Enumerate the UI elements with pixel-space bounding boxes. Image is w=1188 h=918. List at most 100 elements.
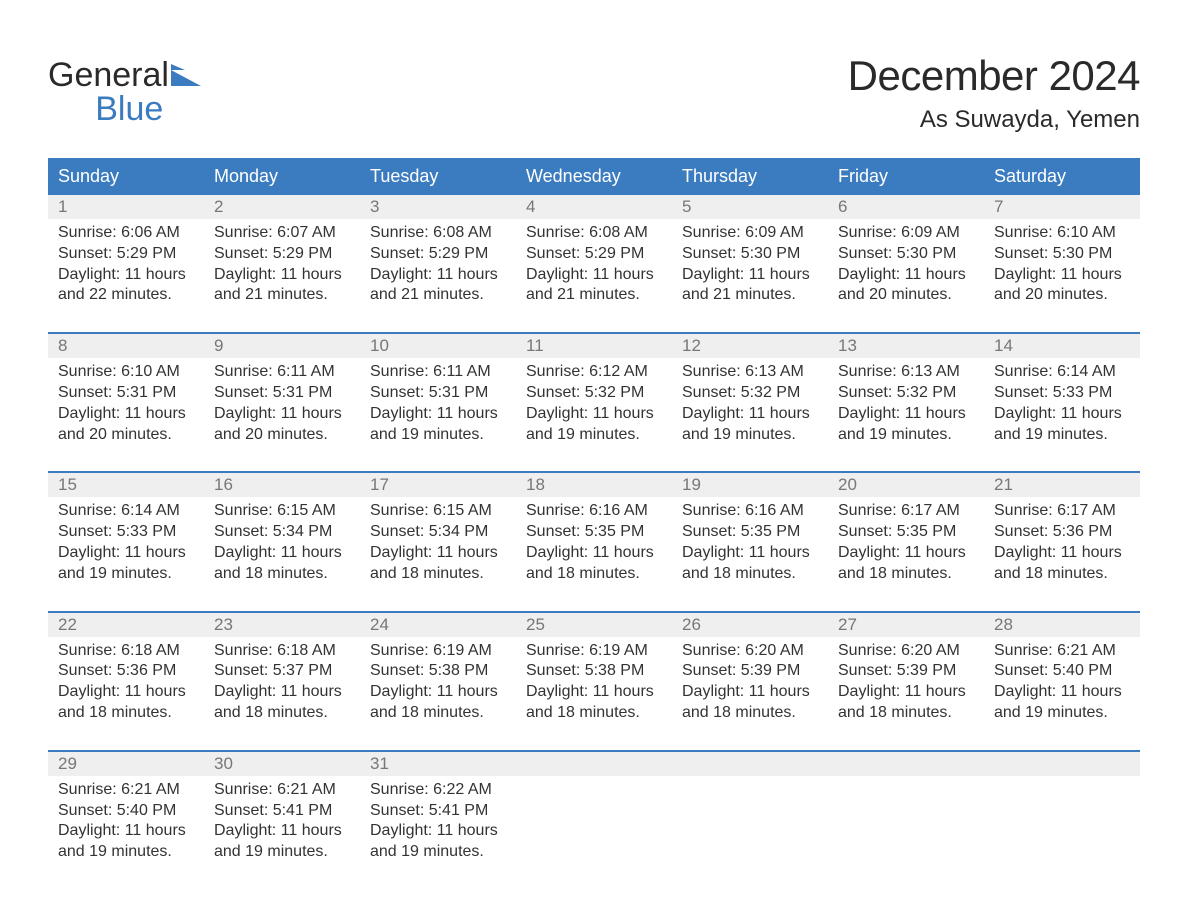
- daylight-text: Daylight: 11 hours: [58, 265, 194, 286]
- daylight-text2: and 18 minutes.: [526, 564, 662, 585]
- day-number-cell: 16: [204, 472, 360, 497]
- day-number-cell: 12: [672, 333, 828, 358]
- page-title: December 2024: [848, 52, 1140, 100]
- sunrise-text: Sunrise: 6:21 AM: [58, 780, 194, 801]
- day-header: Saturday: [984, 159, 1140, 194]
- daylight-text: Daylight: 11 hours: [370, 543, 506, 564]
- sunrise-text: Sunrise: 6:17 AM: [994, 501, 1130, 522]
- day-number-cell: 28: [984, 612, 1140, 637]
- day-number-cell: [516, 751, 672, 776]
- daylight-text2: and 21 minutes.: [526, 285, 662, 306]
- day-detail-cell: Sunrise: 6:13 AMSunset: 5:32 PMDaylight:…: [828, 358, 984, 472]
- day-detail-cell: [516, 776, 672, 889]
- daylight-text2: and 18 minutes.: [838, 564, 974, 585]
- daylight-text: Daylight: 11 hours: [214, 682, 350, 703]
- sunrise-text: Sunrise: 6:19 AM: [370, 641, 506, 662]
- day-detail-cell: [828, 776, 984, 889]
- day-detail-cell: Sunrise: 6:16 AMSunset: 5:35 PMDaylight:…: [516, 497, 672, 611]
- day-detail-cell: Sunrise: 6:10 AMSunset: 5:31 PMDaylight:…: [48, 358, 204, 472]
- day-header: Sunday: [48, 159, 204, 194]
- sunset-text: Sunset: 5:33 PM: [994, 383, 1130, 404]
- day-number-cell: 21: [984, 472, 1140, 497]
- daylight-text: Daylight: 11 hours: [682, 404, 818, 425]
- week-detail-row: Sunrise: 6:21 AMSunset: 5:40 PMDaylight:…: [48, 776, 1140, 889]
- day-number-cell: 22: [48, 612, 204, 637]
- sunrise-text: Sunrise: 6:15 AM: [370, 501, 506, 522]
- daylight-text2: and 19 minutes.: [58, 842, 194, 863]
- week-number-row: 22232425262728: [48, 612, 1140, 637]
- day-detail-cell: Sunrise: 6:11 AMSunset: 5:31 PMDaylight:…: [360, 358, 516, 472]
- day-number-cell: [672, 751, 828, 776]
- sunrise-text: Sunrise: 6:16 AM: [682, 501, 818, 522]
- day-detail-cell: Sunrise: 6:18 AMSunset: 5:37 PMDaylight:…: [204, 637, 360, 751]
- sunset-text: Sunset: 5:29 PM: [58, 244, 194, 265]
- daylight-text2: and 21 minutes.: [370, 285, 506, 306]
- daylight-text2: and 21 minutes.: [214, 285, 350, 306]
- day-detail-cell: Sunrise: 6:19 AMSunset: 5:38 PMDaylight:…: [516, 637, 672, 751]
- day-number-cell: 27: [828, 612, 984, 637]
- daylight-text2: and 19 minutes.: [994, 703, 1130, 724]
- day-detail-cell: [672, 776, 828, 889]
- daylight-text2: and 19 minutes.: [994, 425, 1130, 446]
- daylight-text: Daylight: 11 hours: [838, 265, 974, 286]
- day-number-cell: 29: [48, 751, 204, 776]
- daylight-text2: and 18 minutes.: [994, 564, 1130, 585]
- daylight-text: Daylight: 11 hours: [838, 404, 974, 425]
- day-detail-cell: Sunrise: 6:14 AMSunset: 5:33 PMDaylight:…: [48, 497, 204, 611]
- week-detail-row: Sunrise: 6:06 AMSunset: 5:29 PMDaylight:…: [48, 219, 1140, 333]
- day-number-cell: [828, 751, 984, 776]
- sunset-text: Sunset: 5:35 PM: [838, 522, 974, 543]
- day-number-cell: 13: [828, 333, 984, 358]
- sunrise-text: Sunrise: 6:11 AM: [370, 362, 506, 383]
- daylight-text2: and 19 minutes.: [370, 842, 506, 863]
- sunrise-text: Sunrise: 6:20 AM: [682, 641, 818, 662]
- day-detail-cell: Sunrise: 6:09 AMSunset: 5:30 PMDaylight:…: [672, 219, 828, 333]
- calendar-table: Sunday Monday Tuesday Wednesday Thursday…: [48, 158, 1140, 889]
- sunrise-text: Sunrise: 6:10 AM: [58, 362, 194, 383]
- day-number-cell: 3: [360, 194, 516, 219]
- daylight-text: Daylight: 11 hours: [58, 404, 194, 425]
- daylight-text: Daylight: 11 hours: [682, 543, 818, 564]
- daylight-text2: and 19 minutes.: [214, 842, 350, 863]
- day-number-cell: 25: [516, 612, 672, 637]
- day-detail-cell: [984, 776, 1140, 889]
- daylight-text2: and 19 minutes.: [682, 425, 818, 446]
- day-number-cell: 10: [360, 333, 516, 358]
- day-detail-cell: Sunrise: 6:06 AMSunset: 5:29 PMDaylight:…: [48, 219, 204, 333]
- sunset-text: Sunset: 5:33 PM: [58, 522, 194, 543]
- day-number-cell: 11: [516, 333, 672, 358]
- daylight-text: Daylight: 11 hours: [994, 265, 1130, 286]
- day-detail-cell: Sunrise: 6:15 AMSunset: 5:34 PMDaylight:…: [204, 497, 360, 611]
- sunset-text: Sunset: 5:34 PM: [214, 522, 350, 543]
- daylight-text2: and 18 minutes.: [214, 564, 350, 585]
- day-detail-cell: Sunrise: 6:11 AMSunset: 5:31 PMDaylight:…: [204, 358, 360, 472]
- day-detail-cell: Sunrise: 6:16 AMSunset: 5:35 PMDaylight:…: [672, 497, 828, 611]
- day-detail-cell: Sunrise: 6:15 AMSunset: 5:34 PMDaylight:…: [360, 497, 516, 611]
- day-number-cell: 6: [828, 194, 984, 219]
- week-number-row: 293031: [48, 751, 1140, 776]
- day-detail-cell: Sunrise: 6:21 AMSunset: 5:40 PMDaylight:…: [48, 776, 204, 889]
- sunset-text: Sunset: 5:37 PM: [214, 661, 350, 682]
- sunrise-text: Sunrise: 6:21 AM: [994, 641, 1130, 662]
- day-detail-cell: Sunrise: 6:19 AMSunset: 5:38 PMDaylight:…: [360, 637, 516, 751]
- brand-part1: General: [48, 56, 169, 94]
- daylight-text: Daylight: 11 hours: [214, 543, 350, 564]
- daylight-text2: and 18 minutes.: [370, 564, 506, 585]
- sunrise-text: Sunrise: 6:20 AM: [838, 641, 974, 662]
- day-header: Friday: [828, 159, 984, 194]
- daylight-text: Daylight: 11 hours: [526, 682, 662, 703]
- day-detail-cell: Sunrise: 6:13 AMSunset: 5:32 PMDaylight:…: [672, 358, 828, 472]
- sunrise-text: Sunrise: 6:10 AM: [994, 223, 1130, 244]
- sunset-text: Sunset: 5:36 PM: [994, 522, 1130, 543]
- daylight-text2: and 19 minutes.: [526, 425, 662, 446]
- daylight-text2: and 20 minutes.: [838, 285, 974, 306]
- day-detail-cell: Sunrise: 6:08 AMSunset: 5:29 PMDaylight:…: [516, 219, 672, 333]
- sunrise-text: Sunrise: 6:14 AM: [58, 501, 194, 522]
- daylight-text2: and 19 minutes.: [370, 425, 506, 446]
- sunrise-text: Sunrise: 6:15 AM: [214, 501, 350, 522]
- sunset-text: Sunset: 5:31 PM: [58, 383, 194, 404]
- day-header: Thursday: [672, 159, 828, 194]
- daylight-text: Daylight: 11 hours: [838, 543, 974, 564]
- sunset-text: Sunset: 5:35 PM: [682, 522, 818, 543]
- week-number-row: 891011121314: [48, 333, 1140, 358]
